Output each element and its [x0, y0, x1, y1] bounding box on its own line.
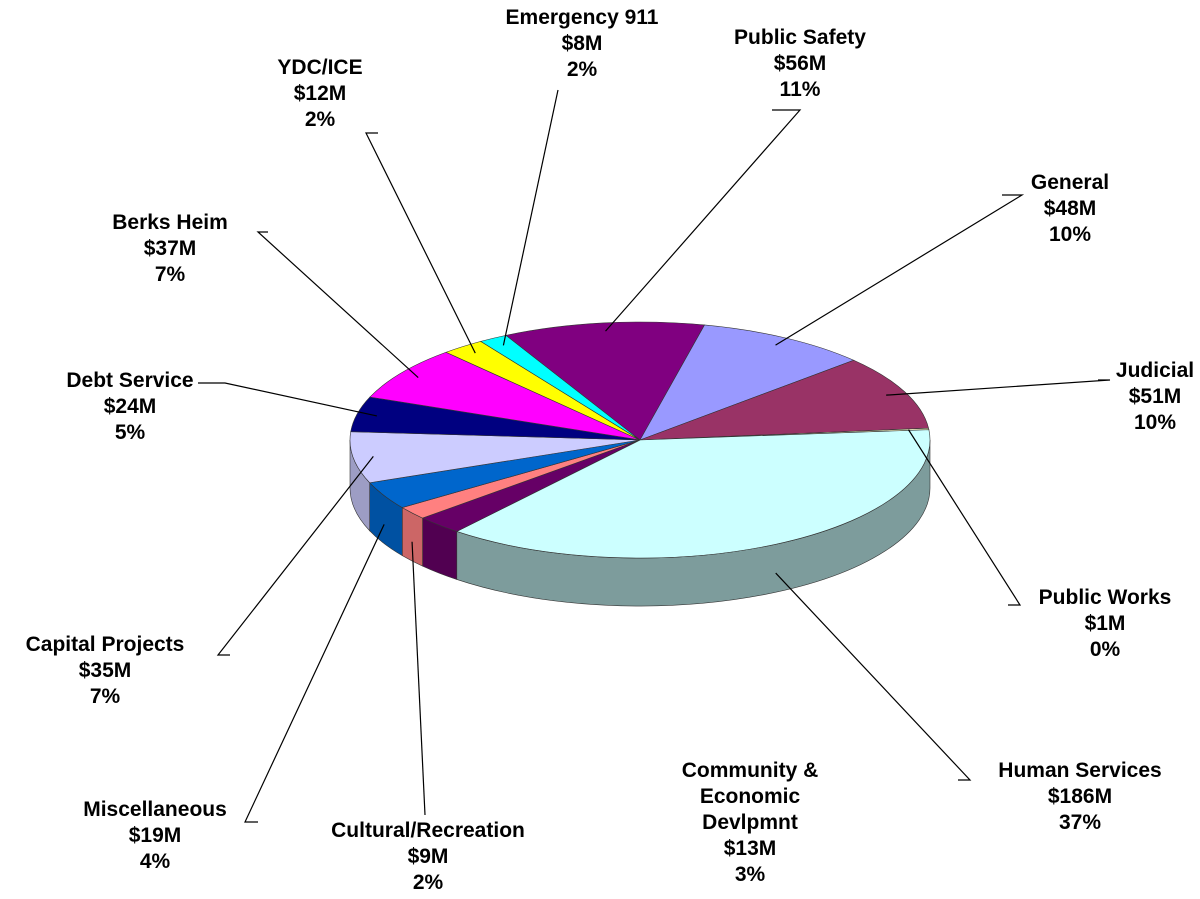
slice [639, 359, 929, 441]
slice-label: Cultural/Recreation $9M 2% [331, 818, 525, 896]
leader-line [244, 524, 385, 823]
value-label: $56M [773, 52, 827, 75]
category-label: Miscellaneous [83, 798, 227, 821]
value-label: $12M [293, 82, 347, 105]
leader-line [605, 109, 802, 332]
percent-label: 10% [1048, 223, 1092, 246]
slice-label: Judicial $51M 10% [1116, 358, 1194, 436]
value-label: $35M [78, 659, 132, 682]
slice [455, 429, 931, 559]
slice-label: General $48M 10% [1031, 170, 1109, 248]
slice [639, 324, 855, 441]
percent-label: 5% [114, 421, 146, 444]
percent-label: 10% [1133, 411, 1177, 434]
value-label: $19M [128, 824, 182, 847]
category-label: Cultural/Recreation [331, 819, 525, 842]
percent-label: 2% [412, 871, 444, 894]
slice-label: Debt Service $24M 5% [66, 368, 193, 446]
slice-label: Capital Projects $35M 7% [26, 632, 185, 710]
value-label: $13M [723, 837, 777, 860]
slice-label: Community & Economic Devlpmnt $13M 3% [670, 758, 830, 888]
leader-line [365, 132, 476, 354]
slice-label: Berks Heim $37M 7% [112, 210, 228, 288]
slice-label: Human Services $186M 37% [998, 758, 1161, 836]
category-label: Debt Service [66, 369, 194, 392]
leader-line [216, 456, 374, 656]
leader-line [411, 541, 426, 816]
percent-label: 37% [1058, 811, 1102, 834]
category-label: Emergency 911 [505, 6, 659, 29]
slice [349, 431, 641, 484]
slice-label: YDC/ICE $12M 2% [277, 55, 362, 133]
category-label: Community & Economic Devlpmnt [681, 759, 819, 834]
slice-label: Miscellaneous $19M 4% [83, 797, 227, 875]
category-label: Public Safety [734, 26, 866, 49]
value-label: $186M [1047, 785, 1113, 808]
slice-label: Public Safety $56M 11% [734, 25, 866, 103]
percent-label: 7% [154, 263, 186, 286]
leader-line [198, 382, 377, 417]
category-label: Berks Heim [112, 211, 228, 234]
percent-label: 4% [139, 850, 171, 873]
percent-label: 2% [304, 108, 336, 131]
leader-line [775, 194, 1025, 346]
leader-line [886, 379, 1111, 396]
leader-line [502, 89, 559, 346]
value-label: $8M [561, 32, 603, 55]
value-label: $48M [1043, 197, 1097, 220]
category-label: Capital Projects [25, 633, 185, 656]
leader-line [908, 429, 1022, 606]
category-label: YDC/ICE [277, 56, 363, 79]
category-label: Public Works [1038, 586, 1172, 609]
slice [505, 321, 706, 441]
value-label: $51M [1128, 385, 1182, 408]
percent-label: 7% [89, 685, 121, 708]
slice [369, 351, 641, 441]
category-label: Judicial [1115, 359, 1195, 382]
percent-label: 2% [566, 58, 598, 81]
value-label: $37M [143, 237, 197, 260]
percent-label: 11% [779, 78, 821, 101]
category-label: Human Services [998, 759, 1162, 782]
leader-line [256, 231, 419, 379]
percent-label: 3% [734, 863, 766, 886]
category-label: General [1030, 171, 1110, 194]
slice-label: Public Works $1M 0% [1039, 585, 1172, 663]
percent-label: 0% [1089, 638, 1121, 661]
slice-label: Emergency 911 $8M 2% [506, 5, 659, 83]
value-label: $1M [1084, 612, 1126, 635]
value-label: $9M [407, 845, 449, 868]
value-label: $24M [103, 395, 157, 418]
leader-line [775, 572, 972, 781]
